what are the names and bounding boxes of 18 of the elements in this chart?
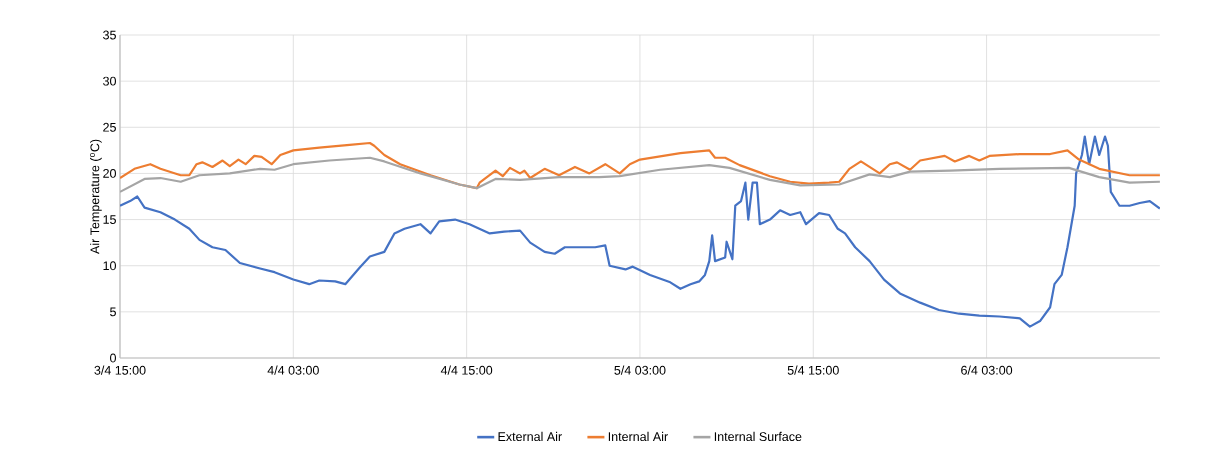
y-tick-label: 35 <box>103 30 116 40</box>
x-tick-label: 3/4 15:00 <box>94 365 146 375</box>
y-tick-label: 25 <box>103 122 116 132</box>
y-tick-label: 30 <box>103 76 116 86</box>
x-tick-label: 5/4 03:00 <box>614 365 666 375</box>
y-tick-label: 5 <box>110 307 116 317</box>
x-tick-label: 4/4 03:00 <box>267 365 319 375</box>
x-tick-label: 5/4 15:00 <box>787 365 839 375</box>
y-tick-label: 0 <box>110 353 116 363</box>
legend-label: External Air <box>498 431 562 442</box>
y-tick-label: 15 <box>103 215 116 224</box>
x-tick-label: 6/4 03:00 <box>961 365 1013 375</box>
legend-label: Internal Surface <box>714 431 802 442</box>
y-tick-label: 20 <box>103 169 116 178</box>
y-axis-title: Air Temperature ($^{o}$C) <box>90 139 102 255</box>
legend-label: Internal Air <box>608 431 668 442</box>
x-tick-label: 4/4 15:00 <box>440 365 493 375</box>
y-tick-label: 10 <box>103 261 116 271</box>
